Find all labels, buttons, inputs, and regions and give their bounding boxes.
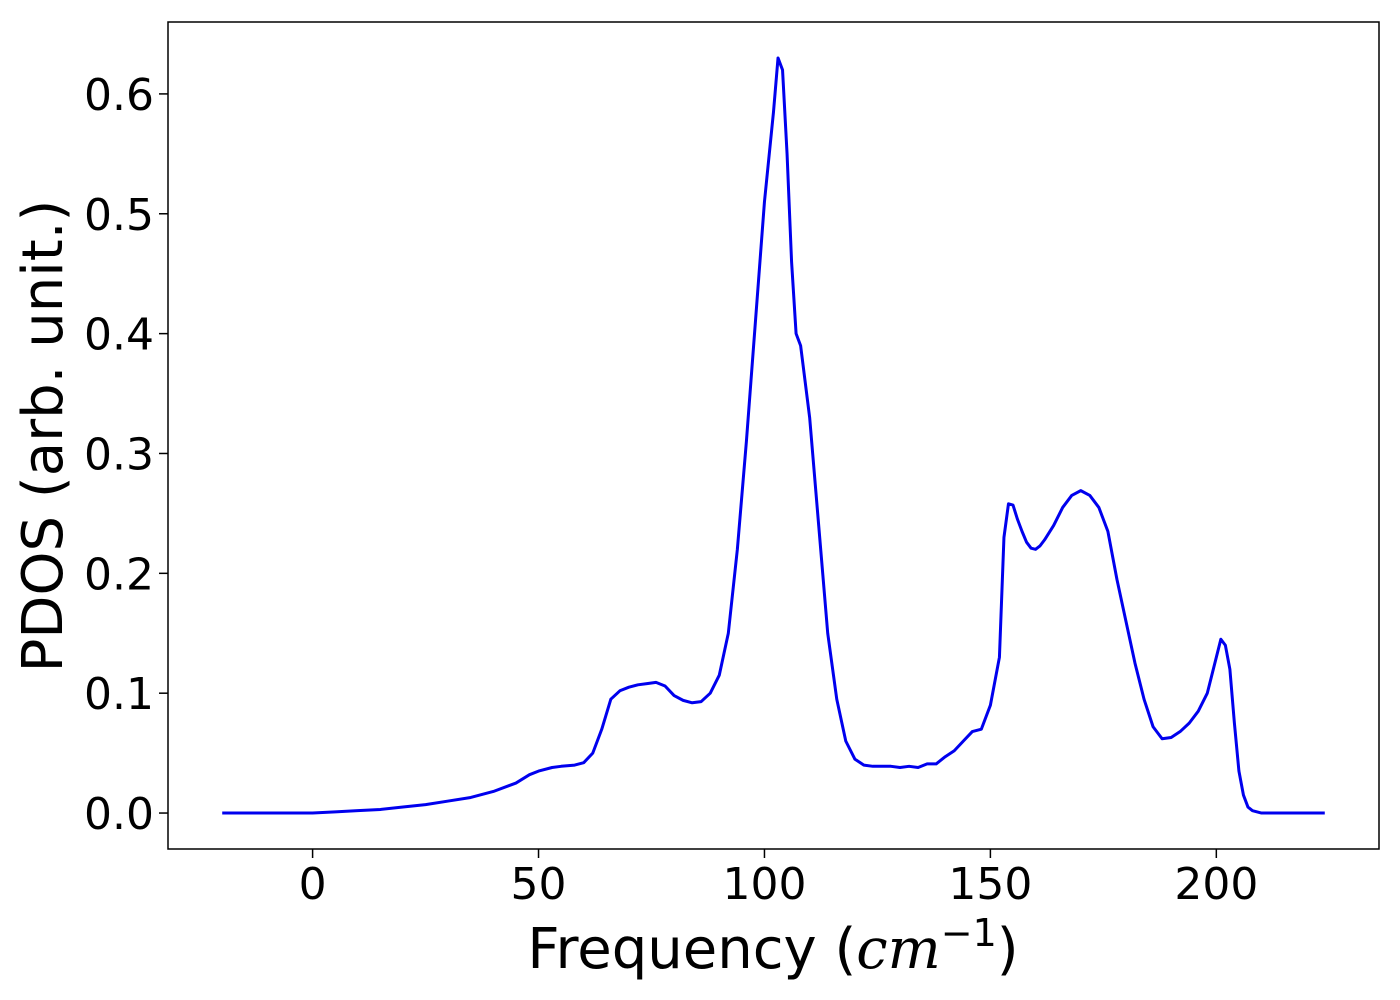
x-axis-label: Frequency (cm−1) xyxy=(527,911,1018,982)
y-axis-ticks: 0.0 0.1 0.2 0.3 0.4 0.5 0.6 xyxy=(84,70,168,840)
pdos-series-line xyxy=(222,56,1325,815)
plot-background xyxy=(168,22,1379,849)
x-axis-label-suffix: ) xyxy=(997,917,1019,982)
x-axis-label-prefix: Frequency ( xyxy=(527,917,856,982)
y-axis-label: PDOS (arb. unit.) xyxy=(11,200,76,673)
y-tick-label: 0.3 xyxy=(84,429,154,480)
y-tick-label: 0.1 xyxy=(84,669,154,720)
x-tick-label: 100 xyxy=(722,859,806,910)
x-tick-label: 50 xyxy=(511,859,567,910)
x-tick-label: 150 xyxy=(948,859,1032,910)
x-axis-ticks: 0 50 100 150 200 xyxy=(299,849,1258,910)
y-tick-label: 0.5 xyxy=(84,190,154,241)
y-tick-label: 0.6 xyxy=(84,70,154,121)
y-tick-label: 0.4 xyxy=(84,310,154,361)
plot-frame xyxy=(167,21,1380,850)
y-tick-label: 0.0 xyxy=(84,789,154,840)
x-tick-label: 200 xyxy=(1174,859,1258,910)
x-axis-label-unit: cm xyxy=(856,917,940,982)
y-tick-label: 0.2 xyxy=(84,549,154,600)
x-axis-label-exponent: −1 xyxy=(941,911,997,955)
x-tick-label: 0 xyxy=(299,859,327,910)
